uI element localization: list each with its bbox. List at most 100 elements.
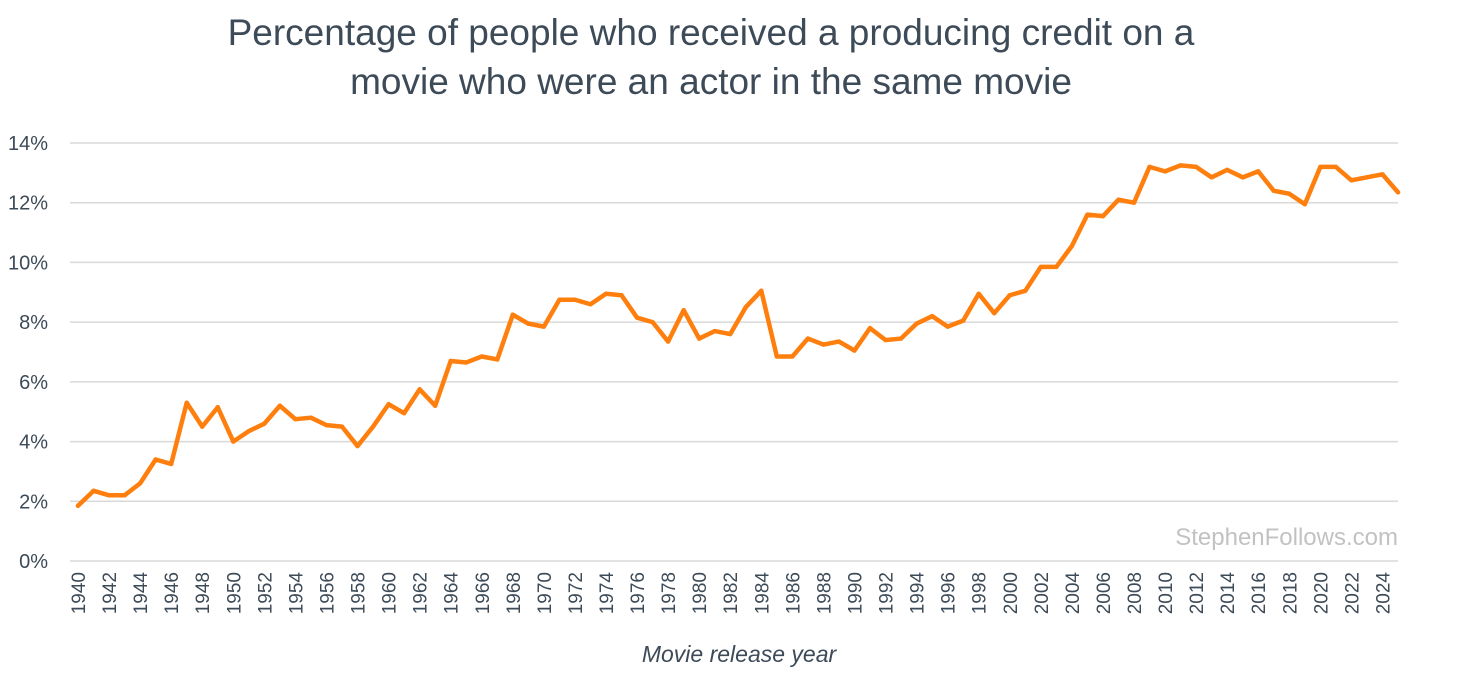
x-tick-label-1942: 1942 — [100, 572, 121, 614]
chart-title-line-2: movie who were an actor in the same movi… — [350, 61, 1072, 102]
data-point-1984 — [759, 288, 764, 293]
data-point-2025 — [1395, 190, 1401, 195]
x-tick-label-1956: 1956 — [317, 572, 338, 614]
data-point-1956 — [324, 422, 329, 428]
data-point-1964 — [448, 358, 453, 364]
data-point-2007 — [1116, 197, 1121, 202]
data-point-1982 — [728, 331, 733, 337]
x-tick-label-1998: 1998 — [970, 572, 991, 614]
data-point-2012 — [1193, 164, 1199, 170]
data-point-1968 — [510, 312, 516, 317]
data-point-2022 — [1349, 178, 1354, 183]
data-point-1969 — [526, 321, 531, 326]
watermark: StephenFollows.com — [1175, 524, 1398, 551]
data-point-1972 — [572, 297, 578, 302]
x-tick-label-2016: 2016 — [1249, 572, 1270, 614]
data-point-2014 — [1224, 167, 1230, 173]
x-tick-label-1982: 1982 — [721, 572, 742, 614]
y-tick-label-4: 4% — [19, 432, 48, 454]
data-point-2005 — [1085, 212, 1090, 217]
x-tick-label-1992: 1992 — [877, 572, 898, 614]
data-point-1950 — [231, 439, 236, 444]
data-point-1997 — [960, 318, 966, 323]
data-point-1980 — [696, 336, 702, 341]
series-line-0 — [75, 163, 1401, 509]
x-tick-label-1958: 1958 — [349, 572, 370, 614]
data-point-2003 — [1054, 264, 1059, 270]
data-point-1957 — [339, 424, 345, 429]
x-tick-label-1974: 1974 — [597, 572, 618, 615]
data-point-1988 — [821, 342, 826, 347]
x-tick-label-1948: 1948 — [193, 572, 214, 614]
chart-title-line-1: Percentage of people who received a prod… — [228, 12, 1195, 53]
data-point-1944 — [137, 481, 143, 486]
x-tick-label-1954: 1954 — [286, 572, 307, 615]
x-tick-label-2020: 2020 — [1311, 572, 1332, 614]
data-point-1994 — [914, 321, 919, 326]
x-tick-label-1952: 1952 — [255, 572, 276, 614]
data-point-1979 — [681, 308, 686, 313]
data-point-1954 — [293, 416, 298, 422]
x-tick-label-1988: 1988 — [814, 572, 835, 614]
data-point-2016 — [1256, 169, 1261, 174]
x-tick-label-1968: 1968 — [504, 572, 525, 614]
y-tick-label-0: 0% — [19, 551, 48, 573]
data-point-1961 — [401, 411, 407, 416]
gridlines — [70, 142, 1398, 562]
data-point-1953 — [277, 403, 283, 408]
x-tick-label-2024: 2024 — [1373, 572, 1394, 615]
x-tick-label-2022: 2022 — [1342, 572, 1363, 614]
data-point-1946 — [168, 461, 174, 467]
x-axis-label: Movie release year — [642, 641, 838, 667]
data-point-2020 — [1318, 164, 1323, 170]
data-point-1999 — [992, 310, 997, 316]
y-axis-ticks: 0% 2% 4% 6% 8% 10% 12% 14% — [8, 133, 48, 573]
data-point-1948 — [200, 424, 205, 429]
x-tick-label-1964: 1964 — [442, 572, 463, 615]
x-tick-label-1946: 1946 — [162, 572, 183, 614]
x-tick-label-2000: 2000 — [1001, 572, 1022, 614]
data-point-1998 — [976, 291, 981, 296]
data-point-1995 — [929, 313, 935, 319]
x-tick-label-1994: 1994 — [908, 572, 929, 615]
x-tick-label-1996: 1996 — [939, 572, 960, 614]
x-tick-label-1980: 1980 — [690, 572, 711, 614]
data-point-1975 — [619, 293, 624, 298]
x-tick-label-1966: 1966 — [473, 572, 494, 614]
data-point-1947 — [184, 400, 189, 405]
series-layer — [75, 163, 1401, 509]
x-tick-label-1962: 1962 — [411, 572, 432, 614]
x-tick-label-1976: 1976 — [628, 572, 649, 614]
data-point-1991 — [867, 325, 873, 331]
x-tick-label-1986: 1986 — [783, 572, 804, 614]
x-tick-label-1970: 1970 — [535, 572, 556, 614]
data-point-2008 — [1131, 200, 1137, 205]
data-point-1941 — [91, 488, 96, 494]
data-point-1970 — [541, 324, 547, 329]
data-point-2006 — [1100, 213, 1106, 219]
data-point-1986 — [790, 354, 795, 359]
data-point-1958 — [355, 443, 360, 449]
data-point-1983 — [743, 305, 748, 310]
data-point-1960 — [386, 402, 391, 407]
x-tick-label-1984: 1984 — [752, 572, 773, 615]
data-point-1940 — [75, 503, 81, 508]
data-point-1952 — [262, 421, 267, 426]
x-tick-label-2006: 2006 — [1094, 572, 1115, 614]
data-point-1993 — [898, 336, 904, 341]
data-point-1966 — [479, 354, 484, 359]
data-point-1990 — [852, 348, 857, 353]
data-point-1974 — [603, 291, 609, 296]
data-point-1963 — [432, 403, 438, 408]
x-tick-label-1990: 1990 — [845, 572, 866, 614]
data-point-2002 — [1038, 264, 1044, 270]
data-point-2013 — [1209, 175, 1214, 180]
y-tick-label-14: 14% — [8, 133, 48, 155]
data-point-1976 — [634, 315, 640, 320]
x-tick-label-2004: 2004 — [1063, 572, 1084, 615]
data-point-1943 — [122, 493, 127, 498]
x-tick-label-2012: 2012 — [1187, 572, 1208, 614]
data-point-1973 — [588, 302, 593, 307]
data-point-2011 — [1178, 163, 1183, 168]
